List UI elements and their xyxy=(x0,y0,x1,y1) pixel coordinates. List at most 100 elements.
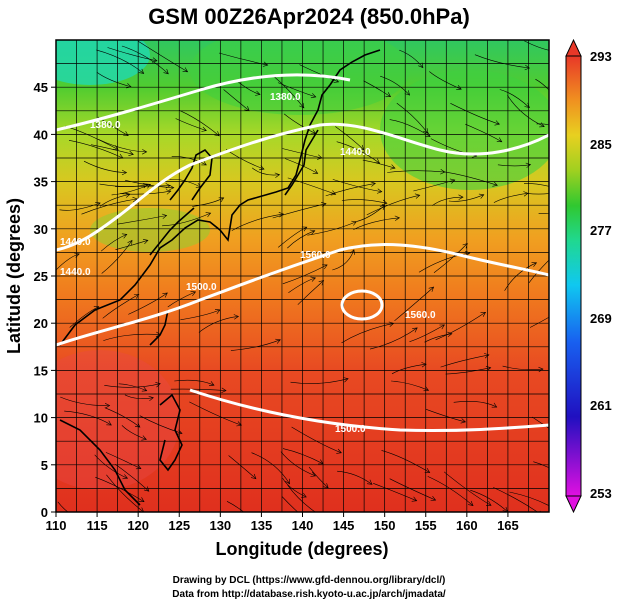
streamline xyxy=(60,396,110,406)
streamline-arrow xyxy=(366,479,373,485)
streamline xyxy=(533,461,549,469)
streamline xyxy=(413,179,455,192)
streamline xyxy=(535,78,549,91)
x-axis-label: Longitude (degrees) xyxy=(215,539,388,559)
streamline-arrow xyxy=(177,429,183,435)
streamline xyxy=(509,491,549,507)
streamline xyxy=(389,478,436,501)
streamline-arrow xyxy=(285,478,290,485)
streamline xyxy=(175,118,207,131)
y-tick-label: 45 xyxy=(34,80,48,95)
streamline-arrow xyxy=(539,122,545,128)
streamline xyxy=(228,455,257,479)
streamline xyxy=(277,82,316,98)
streamline xyxy=(332,249,355,271)
streamline-arrow xyxy=(127,239,133,246)
streamline xyxy=(282,477,307,498)
x-tick-label: 150 xyxy=(374,518,396,533)
streamline-arrow xyxy=(538,366,544,373)
streamline xyxy=(529,316,549,328)
streamline-arrow xyxy=(126,83,132,89)
green-region-north xyxy=(190,40,410,115)
streamline xyxy=(418,252,470,273)
streamline-arrow xyxy=(132,196,138,203)
streamline xyxy=(394,286,434,322)
contour-label: 1560.0 xyxy=(405,310,436,321)
streamline xyxy=(433,243,468,273)
credit-drawing: Drawing by DCL (https://www.gfd-dennou.o… xyxy=(173,575,446,586)
streamline xyxy=(69,306,99,328)
contour-labels: 1440.0 1380.0 1440.0 1560.0 1500.0 1560.… xyxy=(60,92,436,435)
streamline-arrow xyxy=(333,77,340,83)
streamline-arrow xyxy=(447,331,453,338)
colorbar-label: 293 xyxy=(590,49,612,64)
streamline xyxy=(336,141,380,164)
lat-lon-grid xyxy=(56,40,549,512)
streamline xyxy=(429,71,462,90)
streamline-arrow xyxy=(336,448,342,454)
x-tick-label: 115 xyxy=(87,518,108,533)
streamline xyxy=(470,489,508,512)
streamline-arrow xyxy=(424,468,431,473)
streamline xyxy=(282,448,324,465)
streamline xyxy=(57,501,69,512)
streamline xyxy=(381,450,430,473)
sakhalin-coast xyxy=(329,49,381,86)
streamline-arrow xyxy=(74,252,80,258)
streamline-arrow xyxy=(439,324,445,330)
streamline-arrow xyxy=(143,486,150,492)
streamline xyxy=(443,471,492,506)
y-tick-label: 35 xyxy=(34,175,48,190)
x-tick-label: 145 xyxy=(333,518,355,533)
height-contours xyxy=(56,73,549,433)
y-tick-label: 15 xyxy=(34,363,48,378)
streamline xyxy=(369,327,418,350)
streamline xyxy=(192,197,224,207)
streamline-arrow xyxy=(351,220,357,226)
streamline-arrow xyxy=(141,149,148,155)
streamline xyxy=(432,196,464,206)
colorbar-label: 285 xyxy=(590,137,612,152)
y-tick-label: 5 xyxy=(41,458,48,473)
streamline-arrow xyxy=(423,386,430,392)
streamline xyxy=(99,194,131,207)
x-tick-label: 125 xyxy=(168,518,190,533)
streamline-arrow xyxy=(394,215,401,221)
streamline-arrow xyxy=(449,178,456,184)
streamline xyxy=(366,194,420,216)
streamline xyxy=(103,333,161,341)
x-tick-label: 135 xyxy=(251,518,273,533)
streamline xyxy=(121,45,169,75)
streamline xyxy=(272,75,305,109)
contour-high-center xyxy=(340,289,384,321)
streamline xyxy=(282,148,322,159)
streamline xyxy=(493,193,529,203)
streamline xyxy=(362,159,396,169)
streamline-arrow xyxy=(123,131,129,136)
streamline xyxy=(138,41,188,73)
streamline xyxy=(100,234,127,252)
wind-streamlines xyxy=(56,40,564,512)
streamline xyxy=(290,378,349,384)
streamline-arrow xyxy=(428,286,435,292)
streamline-arrow xyxy=(148,395,154,402)
contour-label: 1380.0 xyxy=(270,92,301,103)
y-tick-label: 20 xyxy=(34,316,48,331)
green-region-east xyxy=(380,70,549,190)
streamline xyxy=(278,226,307,248)
streamline-arrow xyxy=(250,473,257,480)
y-axis-label: Latitude (degrees) xyxy=(4,198,24,354)
streamline-arrow xyxy=(370,181,376,187)
streamline xyxy=(128,292,168,315)
streamline xyxy=(117,215,167,225)
streamline-arrow xyxy=(321,202,327,208)
streamline-arrow xyxy=(553,95,558,100)
credit-data: Data from http://database.rish.kyoto-u.a… xyxy=(172,589,446,600)
streamline xyxy=(167,291,196,308)
streamline-arrow xyxy=(559,129,564,134)
streamline xyxy=(288,277,316,294)
streamline xyxy=(391,380,429,391)
streamline xyxy=(299,64,339,83)
streamline xyxy=(178,109,220,137)
streamline xyxy=(189,401,242,426)
